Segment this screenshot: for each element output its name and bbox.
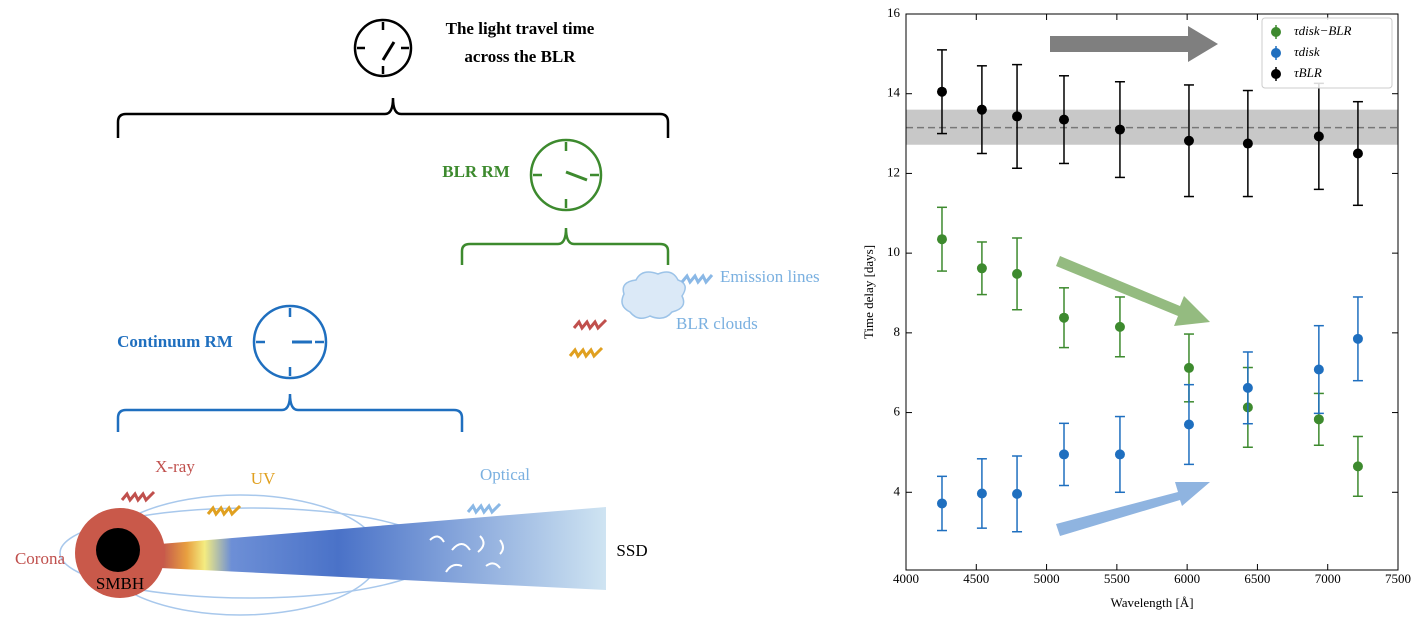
point (936, 498, 947, 509)
x-tick-label: 6000 (1174, 571, 1200, 586)
legend-marker (1271, 48, 1281, 58)
x-tick-label: 4000 (893, 571, 919, 586)
cloud (621, 271, 686, 319)
title-line: across the BLR (464, 47, 576, 66)
wave (120, 490, 156, 503)
point (936, 234, 947, 245)
x-axis-label: Wavelength [Å] (1110, 595, 1193, 610)
wave (568, 346, 604, 359)
y-tick-label: 4 (894, 483, 901, 498)
y-tick-label: 8 (894, 324, 901, 339)
point (1352, 461, 1363, 472)
point (1114, 449, 1125, 460)
point (1059, 449, 1070, 460)
chart: 4000 4500 5000 5500 6000 6500 7000 7500 4 6 8 10 12 1… (861, 5, 1411, 610)
wave (206, 504, 242, 517)
legend-marker (1271, 27, 1281, 37)
label: Emission lines (720, 267, 820, 286)
x-tick-label: 5500 (1104, 571, 1130, 586)
point (1183, 419, 1194, 430)
legend-label: τBLR (1294, 65, 1322, 80)
wave (572, 318, 608, 331)
clock (353, 18, 413, 78)
point (976, 263, 987, 274)
label: Optical (480, 465, 530, 484)
point (1242, 138, 1253, 149)
label: SMBH (96, 574, 144, 593)
point (1012, 111, 1023, 122)
y-tick-label: 14 (887, 85, 901, 100)
trend-arrow (1050, 26, 1218, 62)
point (1114, 124, 1125, 135)
label: Corona (15, 549, 66, 568)
diagram: The light travel time across the BLR BLR… (15, 18, 820, 616)
wave (680, 273, 714, 285)
point (1352, 333, 1363, 344)
y-tick-label: 16 (887, 5, 901, 20)
point (1059, 312, 1070, 323)
brace (116, 393, 464, 432)
point (1242, 382, 1253, 393)
label: BLR clouds (676, 314, 758, 333)
x-tick-label: 7500 (1385, 571, 1411, 586)
title-line: The light travel time (446, 19, 595, 38)
y-tick-label: 10 (887, 244, 900, 259)
point (976, 104, 987, 115)
disk (160, 507, 606, 590)
plot-frame (905, 13, 1399, 571)
label: UV (251, 469, 276, 488)
point (936, 86, 947, 97)
x-tick-label: 4500 (963, 571, 989, 586)
legend-label: τdisk (1294, 44, 1320, 59)
x-tick-label: 5000 (1034, 571, 1060, 586)
trend-arrow (1056, 256, 1210, 326)
point (1012, 488, 1023, 499)
label: SSD (616, 541, 647, 560)
clock (252, 304, 328, 380)
point (1183, 135, 1194, 146)
y-axis-label: Time delay [days] (861, 245, 876, 339)
point (1313, 131, 1324, 142)
legend-marker (1271, 69, 1281, 79)
label: BLR RM (442, 162, 510, 181)
brace (460, 227, 670, 265)
point (1114, 321, 1125, 332)
y-tick-label: 6 (894, 404, 901, 419)
label: X-ray (155, 457, 195, 476)
point (1313, 414, 1324, 425)
wave (466, 502, 502, 515)
clock (529, 138, 603, 212)
brace (116, 97, 670, 138)
point (1059, 114, 1070, 125)
point (976, 488, 987, 499)
legend-box (1261, 17, 1393, 89)
x-tick-label: 6500 (1244, 571, 1270, 586)
trend-arrow (1056, 482, 1210, 536)
turbulence (429, 535, 504, 573)
x-tick-label: 7000 (1315, 571, 1341, 586)
smbh (96, 528, 140, 572)
point (1313, 364, 1324, 375)
point (1352, 148, 1363, 159)
y-tick-label: 12 (887, 164, 900, 179)
label: Continuum RM (117, 332, 233, 351)
point (1012, 268, 1023, 279)
point (1183, 362, 1194, 373)
legend-label: τdisk−BLR (1294, 23, 1352, 38)
